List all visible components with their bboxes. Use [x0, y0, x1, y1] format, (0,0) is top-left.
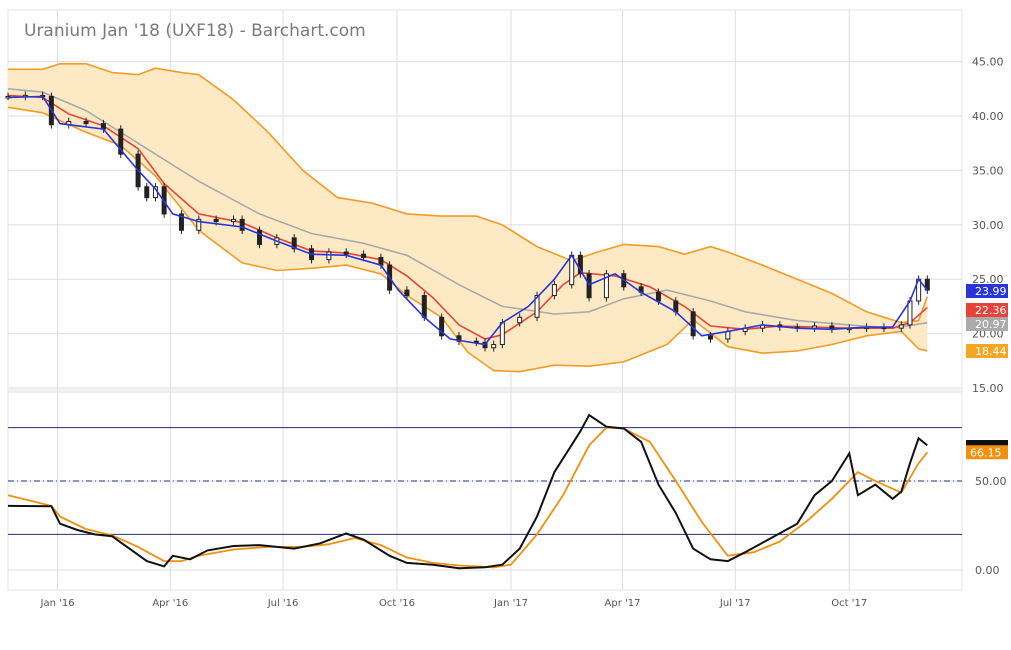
x-tick-label: Jan '16 [40, 598, 75, 609]
axis-layer: Jan '16 Apr '16 Jul '16 Oct '16 Jan '17 Apr '… [40, 56, 1008, 609]
candle-body [577, 254, 583, 275]
candle-body [491, 343, 497, 349]
candle-body [569, 254, 575, 286]
candle-body [551, 284, 557, 297]
candle-body [326, 251, 332, 261]
stoch-d-line [7, 426, 929, 569]
candle-body [196, 218, 202, 231]
candle-body [230, 218, 236, 223]
candle-body [586, 273, 592, 299]
candle-body [291, 237, 297, 250]
chart-title: Uranium Jan '18 (UXF18) - Barchart.com [24, 21, 366, 41]
stoch-y-tick-label: 0.00 [975, 564, 1000, 577]
last-value-badge [966, 303, 1008, 317]
bollinger-band-fill [8, 63, 928, 372]
price-y-tick-label: 35.00 [972, 164, 1004, 177]
candle-body [404, 289, 410, 297]
price-y-tick-label: 30.00 [972, 219, 1004, 232]
stoch-k-line [7, 413, 928, 570]
candle-body [239, 218, 245, 231]
last-value-label: 18.44 [975, 345, 1007, 358]
candle-body [178, 213, 184, 231]
candle-body [690, 311, 696, 337]
x-tick-label: Apr '16 [152, 598, 188, 609]
last-value-label: 22.36 [975, 304, 1007, 317]
price-y-tick-label: 40.00 [972, 110, 1004, 123]
candle-body [456, 335, 462, 342]
bollinger-upper-line [8, 63, 929, 324]
stoch-last-value-badge [966, 445, 1008, 460]
candle-body [534, 295, 540, 318]
candle-body [257, 229, 263, 245]
x-tick-label: Jan '17 [493, 598, 528, 609]
candle-body [83, 120, 89, 125]
last-value-label: 20.97 [975, 318, 1007, 331]
candle-body [707, 335, 713, 340]
price-y-tick-label: 45.00 [972, 56, 1004, 69]
stoch-y-tick-label: 50.00 [975, 475, 1007, 488]
last-value-badge [966, 344, 1008, 358]
candle-body [499, 322, 505, 345]
bollinger-lower-line [7, 106, 928, 373]
x-tick-label: Oct '16 [379, 598, 415, 609]
x-tick-label: Apr '17 [605, 598, 641, 609]
last-value-label: 23.99 [975, 285, 1007, 298]
candle-body [725, 330, 731, 340]
candle-body [421, 295, 427, 318]
candle-body [343, 251, 349, 255]
ma-fast-line [7, 95, 928, 346]
candle-body [361, 253, 367, 258]
stochastic-panel [7, 413, 962, 570]
x-tick-label: Jul '17 [719, 598, 751, 609]
price-panel [5, 63, 930, 373]
candle-body [898, 324, 904, 329]
last-value-badge [966, 317, 1008, 331]
ma-slow-line [7, 88, 928, 330]
candle-body [144, 186, 150, 199]
price-y-tick-label: 15.00 [972, 382, 1004, 395]
candle-body [517, 316, 523, 324]
stoch-last-value-label: 66.15 [970, 446, 1002, 459]
x-tick-label: Jul '16 [267, 598, 299, 609]
candle-body [213, 218, 219, 223]
last-value-badge [966, 284, 1008, 298]
candle-body [439, 316, 445, 337]
candle-body [812, 325, 818, 329]
x-tick-label: Oct '17 [831, 598, 867, 609]
stoch-panel-frame [7, 389, 963, 591]
candle-body [655, 291, 661, 302]
candle-body [603, 273, 609, 299]
price-y-tick-label: 25.00 [972, 273, 1004, 286]
candle-body [118, 128, 124, 155]
